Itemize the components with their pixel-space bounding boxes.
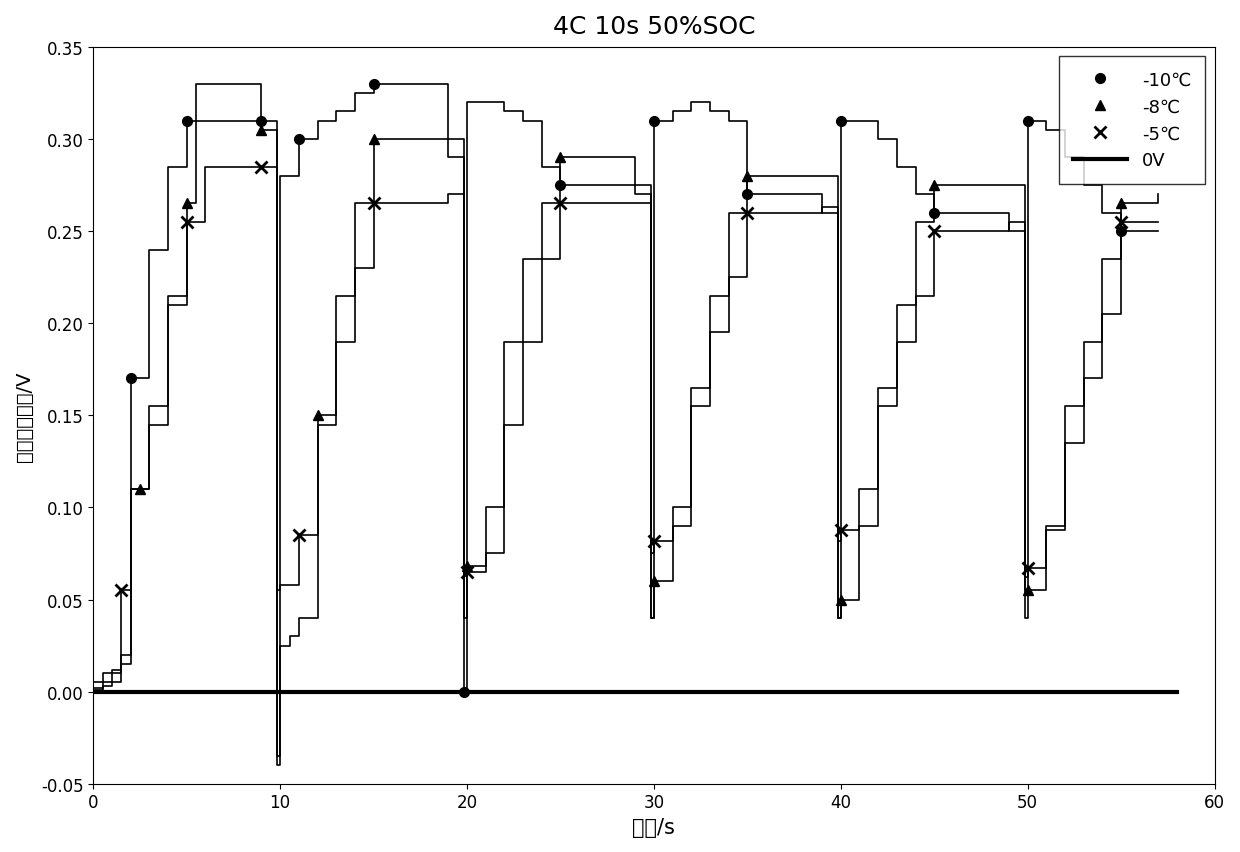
-8℃ <box>133 484 148 494</box>
Legend: -10℃, -8℃, -5℃, 0V: -10℃, -8℃, -5℃, 0V <box>1059 57 1205 185</box>
-8℃ <box>1021 585 1035 596</box>
-10℃ <box>456 687 471 697</box>
-5℃ <box>460 567 475 578</box>
-8℃ <box>366 135 381 145</box>
-10℃ <box>1114 227 1128 237</box>
-8℃ <box>1114 199 1128 210</box>
-5℃ <box>291 530 306 540</box>
Line: -8℃: -8℃ <box>135 126 1126 605</box>
-5℃ <box>646 536 661 546</box>
-8℃ <box>553 153 568 164</box>
-10℃ <box>291 135 306 145</box>
-8℃ <box>833 595 848 605</box>
-10℃ <box>740 190 755 200</box>
Line: -5℃: -5℃ <box>115 161 1127 597</box>
Line: -10℃: -10℃ <box>125 80 1126 697</box>
-10℃ <box>553 181 568 191</box>
-5℃ <box>833 525 848 535</box>
-5℃ <box>1021 563 1035 573</box>
-5℃ <box>926 227 941 237</box>
-8℃ <box>460 561 475 572</box>
-8℃ <box>310 411 325 421</box>
-10℃ <box>833 117 848 127</box>
-10℃ <box>123 374 138 384</box>
-5℃ <box>1114 217 1128 227</box>
-5℃ <box>553 199 568 210</box>
-5℃ <box>254 163 269 173</box>
-5℃ <box>740 208 755 218</box>
-8℃ <box>926 181 941 191</box>
-5℃ <box>114 585 129 596</box>
-8℃ <box>646 576 661 586</box>
Title: 4C 10s 50%SOC: 4C 10s 50%SOC <box>553 15 755 39</box>
-8℃ <box>740 171 755 181</box>
X-axis label: 时间/s: 时间/s <box>632 817 676 837</box>
-5℃ <box>366 199 381 210</box>
-10℃ <box>1021 117 1035 127</box>
Y-axis label: 负极参考电位/V: 负极参考电位/V <box>15 371 33 461</box>
-8℃ <box>180 199 195 210</box>
-10℃ <box>366 79 381 89</box>
-10℃ <box>646 117 661 127</box>
-10℃ <box>254 117 269 127</box>
-8℃ <box>254 125 269 135</box>
-10℃ <box>180 117 195 127</box>
-5℃ <box>180 217 195 227</box>
-10℃ <box>926 208 941 218</box>
